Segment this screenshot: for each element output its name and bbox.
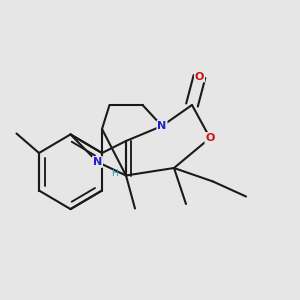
Text: O: O bbox=[195, 71, 204, 82]
Text: O: O bbox=[205, 133, 215, 143]
Text: N: N bbox=[93, 157, 102, 167]
Text: H: H bbox=[111, 169, 118, 178]
Text: N: N bbox=[158, 121, 166, 131]
